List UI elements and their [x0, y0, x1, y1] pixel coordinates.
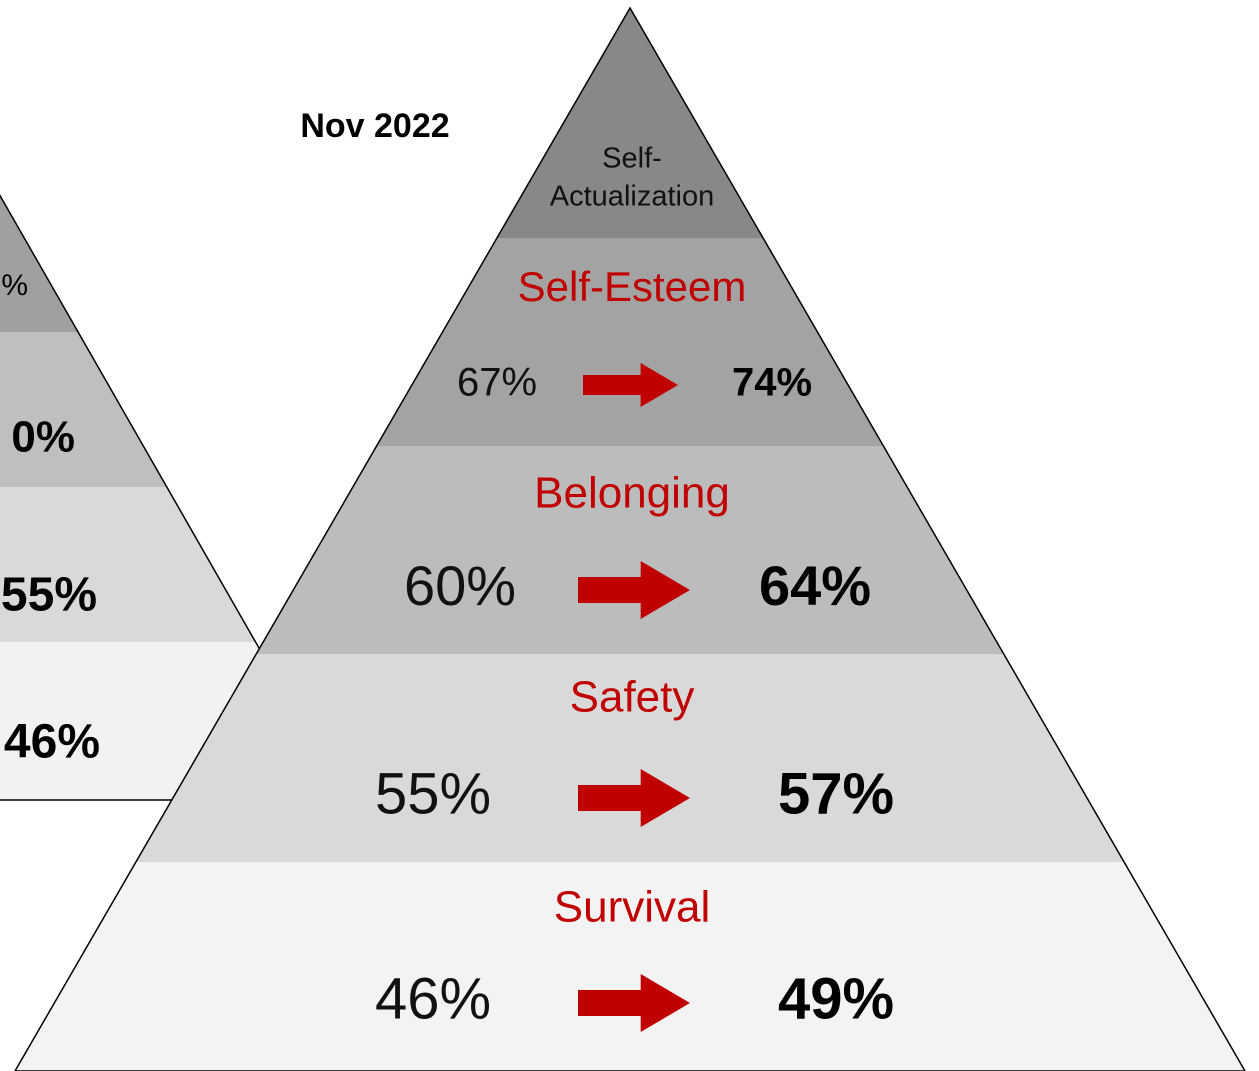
arrow	[583, 363, 678, 407]
to-value: 49%	[778, 966, 894, 1031]
level-name: Self-Esteem	[518, 263, 747, 310]
outline	[14, 6, 1246, 1071]
top-label: Actualization	[550, 181, 714, 213]
from-value: 46%	[375, 966, 491, 1031]
to-value: 64%	[759, 554, 871, 617]
arrow	[578, 974, 690, 1032]
back-value: %	[1, 269, 28, 302]
band	[0, 0, 346, 332]
arrow	[578, 561, 690, 619]
band	[0, 332, 346, 487]
back-value: 55%	[1, 569, 97, 622]
from-value: 55%	[375, 761, 491, 826]
level-name: Survival	[554, 883, 711, 932]
to-value: 74%	[732, 361, 812, 405]
from-value: 67%	[457, 361, 537, 405]
to-value: 57%	[778, 761, 894, 826]
back-value: 0%	[11, 413, 75, 462]
back-value: 46%	[4, 716, 100, 769]
title: Nov 2022	[300, 107, 449, 145]
top-label: Self-	[602, 143, 662, 175]
level-name: Safety	[570, 673, 695, 722]
level-name: Belonging	[534, 469, 730, 518]
arrow	[578, 769, 690, 827]
from-value: 60%	[404, 554, 516, 617]
band	[15, 862, 1245, 1071]
